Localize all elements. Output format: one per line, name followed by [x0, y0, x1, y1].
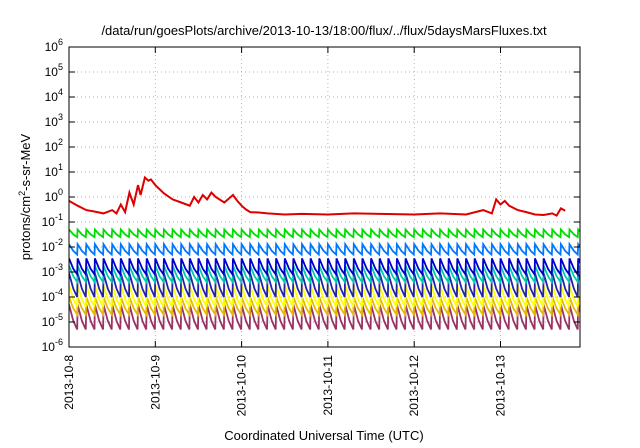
- series-line-2: [69, 241, 580, 257]
- data-series: [69, 175, 580, 330]
- x-axis-label: Coordinated Universal Time (UTC): [224, 428, 423, 443]
- y-tick-label: 104: [45, 87, 63, 104]
- y-tick-label: 105: [45, 62, 63, 79]
- y-tick-label: 103: [45, 112, 63, 129]
- chart-title: /data/run/goesPlots/archive/2013-10-13/1…: [101, 23, 547, 38]
- y-axis-ticks: 10-6 10-5 10-4 10-3 10-2 10-1 100 101 102 103 104 1…: [42, 37, 580, 354]
- y-tick-label: 100: [45, 187, 63, 204]
- y-tick-label: 10-6: [42, 337, 63, 354]
- y-tick-label: 10-2: [42, 237, 63, 254]
- series-line-3: [69, 258, 580, 278]
- series-line-0: [69, 175, 566, 217]
- y-axis-label: protons/cm2-s-sr-MeV: [17, 133, 33, 260]
- y-tick-label: 10-1: [42, 212, 63, 229]
- x-axis-ticks: 2013-10-8 2013-10-9 2013-10-10 2013-10-11 20…: [62, 47, 508, 416]
- y-tick-label: 106: [45, 37, 63, 54]
- x-tick-label: 2013-10-8: [62, 355, 76, 410]
- series-line-1: [69, 227, 580, 239]
- y-tick-label: 10-3: [42, 262, 63, 279]
- y-tick-label: 10-5: [42, 312, 63, 329]
- x-tick-label: 2013-10-13: [494, 355, 508, 417]
- x-tick-label: 2013-10-12: [407, 355, 421, 417]
- y-tick-label: 101: [45, 162, 63, 179]
- x-tick-label: 2013-10-11: [321, 355, 335, 416]
- y-tick-label: 10-4: [42, 287, 63, 304]
- y-tick-label: 102: [45, 137, 63, 154]
- x-tick-label: 2013-10-10: [235, 355, 249, 417]
- x-tick-label: 2013-10-9: [148, 355, 162, 410]
